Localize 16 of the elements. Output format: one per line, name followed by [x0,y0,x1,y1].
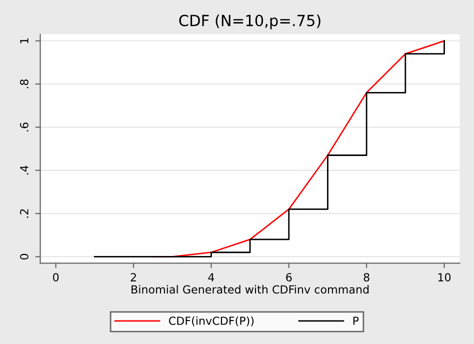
x-tick-label: 4 [208,273,214,282]
y-tick-label: .6 [20,122,28,132]
x-axis-title: Binomial Generated with CDFinv command [132,285,369,294]
x-tick-label: 0 [53,273,59,282]
legend-label: P [353,316,359,325]
x-tick-label: 2 [130,273,136,282]
y-tick-label: 1 [20,38,28,44]
y-tick-label: 0 [20,254,28,260]
y-tick-label: .2 [20,209,28,218]
x-tick-label: 8 [364,273,370,282]
y-tick-label: .8 [20,79,28,88]
y-tick-label: .4 [20,166,28,174]
x-tick-label: 10 [438,273,451,282]
x-tick-label: 6 [286,273,292,282]
legend-label: CDF(invCDF(P)) [168,316,254,326]
chart-title: CDF (N=10,p=.75) [179,14,320,30]
